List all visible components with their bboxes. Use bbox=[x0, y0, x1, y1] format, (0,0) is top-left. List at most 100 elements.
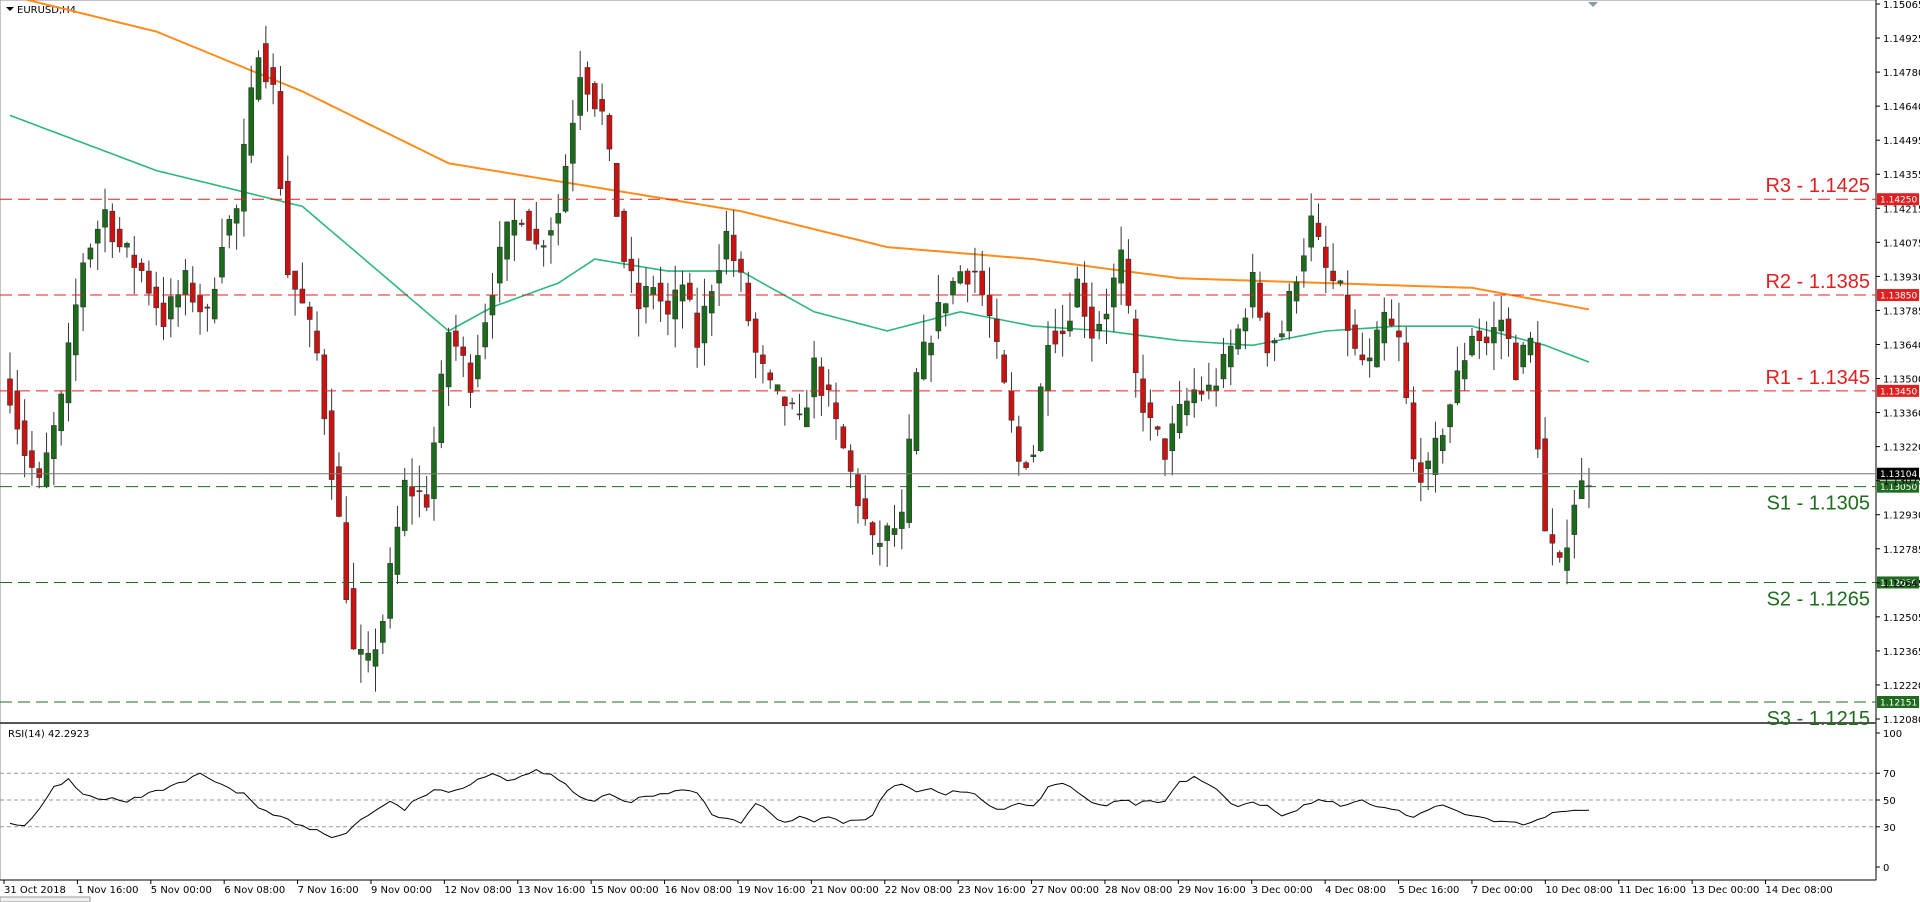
candle-body bbox=[416, 490, 423, 492]
candle bbox=[1571, 490, 1578, 559]
date-tick-label: 4 Dec 08:00 bbox=[1325, 885, 1386, 896]
candle-body bbox=[665, 300, 671, 315]
candle-body bbox=[1447, 404, 1453, 428]
price-tick-label: 1.13360 bbox=[1883, 409, 1920, 420]
candle-body bbox=[87, 247, 94, 260]
candle bbox=[343, 496, 350, 604]
candle-body bbox=[1191, 389, 1198, 404]
level-price-tag bbox=[1877, 384, 1919, 397]
candle-body bbox=[431, 442, 437, 499]
candle-body bbox=[1235, 328, 1241, 350]
candle bbox=[336, 452, 342, 518]
candle bbox=[1125, 239, 1132, 314]
candle-body bbox=[1279, 333, 1285, 338]
level-price-tag bbox=[1877, 193, 1919, 206]
candle bbox=[1381, 297, 1388, 361]
candle bbox=[708, 284, 715, 336]
candle-body bbox=[1425, 460, 1431, 469]
candle-body bbox=[401, 479, 408, 531]
candle-body bbox=[29, 450, 35, 468]
window-title: EURUSD,H4 bbox=[17, 5, 76, 16]
candle-body bbox=[1410, 402, 1417, 460]
date-tick-label: 5 Dec 16:00 bbox=[1399, 885, 1460, 896]
candle-body bbox=[109, 210, 116, 243]
candle-body bbox=[1264, 312, 1271, 354]
candle bbox=[1052, 308, 1059, 354]
candle bbox=[496, 221, 503, 303]
candle bbox=[701, 278, 708, 366]
candle-body bbox=[972, 270, 978, 273]
candle bbox=[1249, 253, 1256, 319]
candle-body bbox=[723, 230, 730, 260]
candle bbox=[920, 314, 927, 381]
candle bbox=[380, 614, 386, 654]
candle bbox=[1184, 387, 1190, 426]
candle bbox=[1330, 243, 1336, 290]
candle bbox=[1564, 519, 1570, 585]
candle-body bbox=[1118, 249, 1124, 284]
candle bbox=[1286, 283, 1293, 340]
candle bbox=[284, 155, 291, 279]
price-tick-label: 1.13075 bbox=[1883, 477, 1920, 488]
candle-body bbox=[613, 162, 620, 217]
candle bbox=[51, 412, 57, 486]
candle bbox=[94, 220, 101, 271]
candle-body bbox=[1132, 318, 1139, 374]
candle bbox=[314, 311, 320, 361]
candle-body bbox=[1052, 330, 1059, 345]
candle bbox=[1396, 302, 1402, 362]
candle-body bbox=[270, 67, 276, 85]
candle-body bbox=[1227, 345, 1234, 368]
price-tick-label: 1.13640 bbox=[1883, 340, 1920, 351]
candle-body bbox=[606, 115, 613, 150]
candle-body bbox=[102, 209, 108, 228]
candle bbox=[14, 369, 21, 445]
candle bbox=[1169, 405, 1176, 476]
candle bbox=[760, 345, 766, 384]
candle-body bbox=[153, 286, 159, 309]
candle-body bbox=[189, 282, 196, 303]
candle-body bbox=[1352, 324, 1358, 349]
candle bbox=[1059, 304, 1066, 357]
date-tick-label: 14 Dec 08:00 bbox=[1766, 885, 1833, 896]
candle bbox=[58, 390, 64, 446]
candle bbox=[219, 218, 225, 284]
candle bbox=[1067, 292, 1073, 337]
tab-strip[interactable] bbox=[0, 896, 91, 902]
level-label: S3 - 1.1215 bbox=[1767, 708, 1870, 730]
candle-body bbox=[657, 282, 664, 302]
candle-body bbox=[738, 258, 744, 273]
candle bbox=[80, 253, 86, 332]
candle-body bbox=[1498, 319, 1505, 332]
date-tick-label: 22 Nov 08:00 bbox=[885, 885, 952, 896]
price-tick-label: 1.12645 bbox=[1883, 579, 1920, 590]
candle-body bbox=[562, 165, 569, 212]
price-tick-label: 1.13220 bbox=[1883, 443, 1920, 454]
date-axis: 31 Oct 2018 1 Nov 16:00 5 Nov 00:00 6 Nov 0… bbox=[3, 880, 1833, 896]
candle bbox=[847, 444, 854, 489]
candle bbox=[138, 258, 145, 283]
date-tick-label: 16 Nov 08:00 bbox=[665, 885, 732, 896]
candle bbox=[423, 476, 430, 512]
candle bbox=[591, 81, 598, 117]
candle-body bbox=[672, 289, 679, 320]
candle-body bbox=[1491, 327, 1497, 344]
level-price-tag-text: 1.14250 bbox=[1880, 196, 1917, 206]
candle-body bbox=[175, 294, 181, 308]
candle bbox=[679, 270, 686, 329]
candle bbox=[131, 236, 138, 295]
candle bbox=[833, 382, 839, 440]
price-tick-label: 1.13785 bbox=[1883, 306, 1920, 317]
candle-body bbox=[80, 262, 86, 308]
candle bbox=[643, 267, 649, 324]
candle-body bbox=[964, 270, 971, 285]
candle-body bbox=[1476, 330, 1483, 342]
candle bbox=[1520, 341, 1526, 374]
candle bbox=[986, 267, 993, 338]
candle-body bbox=[255, 57, 262, 100]
candle-body bbox=[957, 271, 964, 284]
candle-body bbox=[1534, 342, 1541, 450]
level-label: S2 - 1.1265 bbox=[1767, 588, 1870, 610]
candle bbox=[1147, 389, 1154, 441]
